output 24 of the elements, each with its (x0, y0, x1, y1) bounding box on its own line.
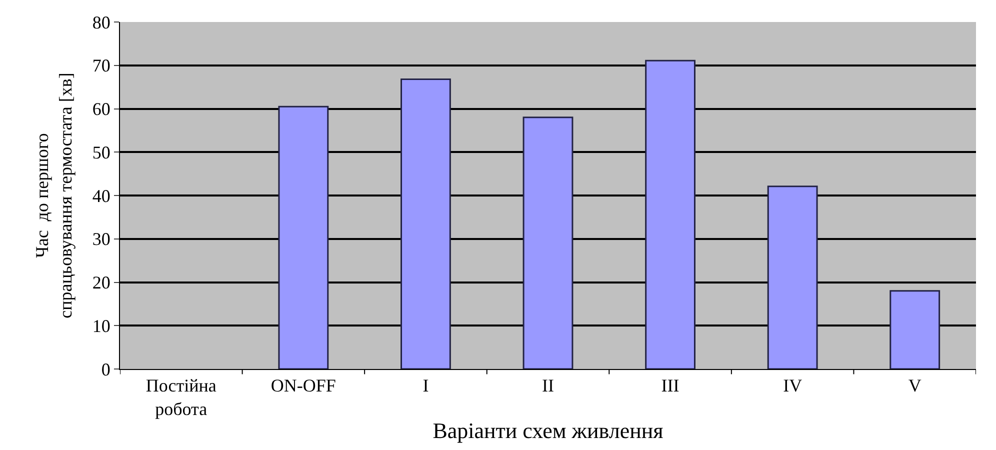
bar (767, 186, 818, 369)
y-tick-label: 40 (92, 186, 110, 206)
x-tick-label: III (661, 376, 680, 396)
y-axis-title: Час до першого спрацьовування термостата [хв] (32, 72, 76, 318)
x-tick-label: II (542, 376, 554, 396)
y-tick-label: 60 (92, 99, 110, 120)
x-tick-label: IV (783, 376, 802, 396)
x-tick-label: ON-OFF (270, 376, 336, 396)
bar (890, 290, 940, 369)
x-axis-title: Варіанти схем живлення (432, 418, 664, 443)
bar (645, 60, 696, 369)
y-tick-label: 50 (92, 142, 110, 162)
x-tick-label: I (422, 376, 429, 396)
x-tick-label: Постійна робота (146, 376, 216, 419)
y-tick-label: 10 (92, 316, 110, 336)
y-tick-label: 30 (92, 229, 110, 250)
x-tick-label: V (908, 376, 922, 396)
y-tick-label: 70 (92, 56, 110, 76)
bar (400, 78, 451, 369)
y-tick-label: 20 (92, 272, 110, 293)
bar (522, 116, 574, 369)
y-tick-label: 0 (101, 359, 110, 380)
y-tick-label: 80 (92, 12, 110, 32)
bar (278, 106, 329, 369)
